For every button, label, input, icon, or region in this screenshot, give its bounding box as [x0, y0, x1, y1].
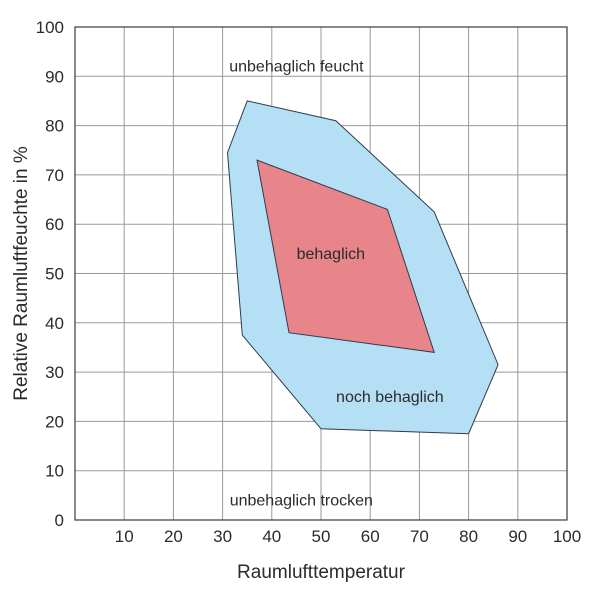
- y-tick-label: 0: [55, 511, 64, 530]
- y-tick-label: 70: [45, 166, 64, 185]
- x-tick-labels: 10 20 30 40 50 60 70 80 90 100: [115, 527, 581, 546]
- x-axis-label: Raumlufttemperatur: [237, 562, 406, 583]
- y-tick-label: 60: [45, 215, 64, 234]
- y-tick-label: 20: [45, 412, 64, 431]
- region-annotation: unbehaglich feucht: [229, 58, 364, 75]
- region-annotation: unbehaglich trocken: [230, 492, 373, 509]
- y-tick-label: 10: [45, 462, 64, 481]
- region-behaglich: [256, 159, 435, 354]
- x-tick-label: 50: [312, 527, 331, 546]
- plot-frame: [74, 26, 568, 521]
- y-axis-label: Relative Raumluftfeuchte in %: [11, 146, 32, 401]
- x-tick-label: 20: [164, 527, 183, 546]
- x-tick-label: 60: [361, 527, 380, 546]
- y-tick-label: 50: [45, 265, 64, 284]
- x-tick-label: 70: [410, 527, 429, 546]
- y-tick-label: 40: [45, 314, 64, 333]
- y-tick-label: 100: [36, 18, 64, 37]
- x-tick-label: 90: [508, 527, 527, 546]
- y-tick-label: 80: [45, 117, 64, 136]
- region-annotation: noch behaglich: [336, 389, 444, 406]
- annotations: unbehaglich feucht behaglich noch behaglic…: [229, 58, 443, 509]
- x-tick-label: 100: [553, 527, 581, 546]
- x-tick-label: 30: [213, 527, 232, 546]
- x-tick-label: 80: [459, 527, 478, 546]
- y-tick-label: 90: [45, 67, 64, 86]
- y-tick-label: 30: [45, 363, 64, 382]
- regions: [226, 100, 499, 435]
- y-tick-labels: 0 10 20 30 40 50 60 70 80 90 100: [36, 18, 64, 530]
- region-annotation: behaglich: [297, 246, 366, 263]
- x-tick-label: 10: [115, 527, 134, 546]
- x-tick-label: 40: [262, 527, 281, 546]
